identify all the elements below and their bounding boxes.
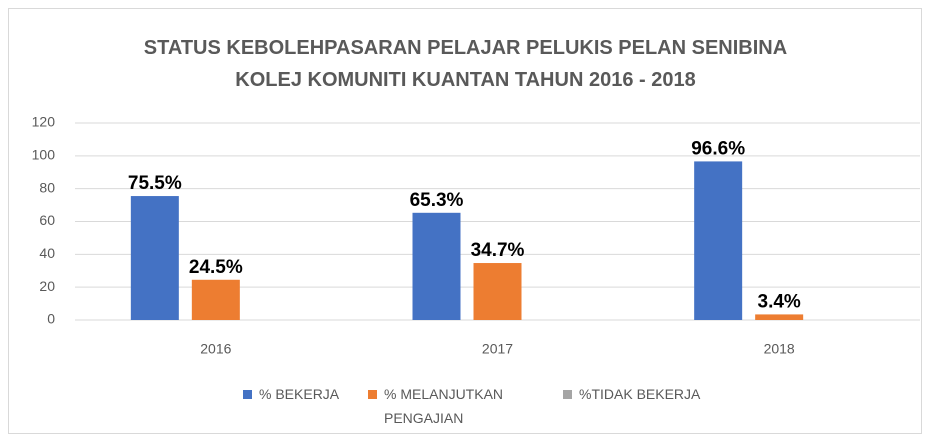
data-label: 34.7% (471, 240, 525, 261)
bar (191, 279, 240, 320)
bar (755, 314, 804, 320)
data-label: 65.3% (410, 190, 464, 211)
data-label: 75.5% (128, 173, 182, 194)
legend-label: % MELANJUTKAN PENGAJIAN (384, 386, 504, 426)
y-tick-label: 60 (39, 212, 55, 228)
data-label: 3.4% (758, 291, 801, 312)
data-label: 96.6% (691, 138, 745, 159)
y-tick-label: 40 (39, 245, 55, 261)
legend-item: %TIDAK BEKERJA (563, 382, 743, 406)
y-tick-label: 80 (39, 179, 55, 195)
legend-swatch (368, 390, 377, 399)
legend-swatch (563, 390, 572, 399)
y-tick-label: 0 (47, 311, 55, 327)
bar (130, 196, 179, 320)
y-tick-label: 120 (32, 114, 56, 130)
legend-item: % BEKERJA (243, 382, 373, 406)
legend-label: %TIDAK BEKERJA (579, 386, 701, 402)
bar (694, 161, 743, 320)
data-label: 24.5% (189, 257, 243, 278)
legend-label: % BEKERJA (259, 386, 340, 402)
y-tick-label: 100 (32, 147, 56, 163)
bar (412, 212, 461, 320)
x-tick-label: 2018 (764, 341, 795, 357)
bar (473, 263, 522, 320)
legend-item: % MELANJUTKAN PENGAJIAN (368, 382, 528, 430)
chart-title: STATUS KEBOLEHPASARAN PELAJAR PELUKIS PE… (143, 37, 788, 91)
x-tick-label: 2017 (482, 341, 513, 357)
x-tick-label: 2016 (200, 341, 231, 357)
y-tick-label: 20 (39, 278, 55, 294)
legend-swatch (243, 390, 252, 399)
